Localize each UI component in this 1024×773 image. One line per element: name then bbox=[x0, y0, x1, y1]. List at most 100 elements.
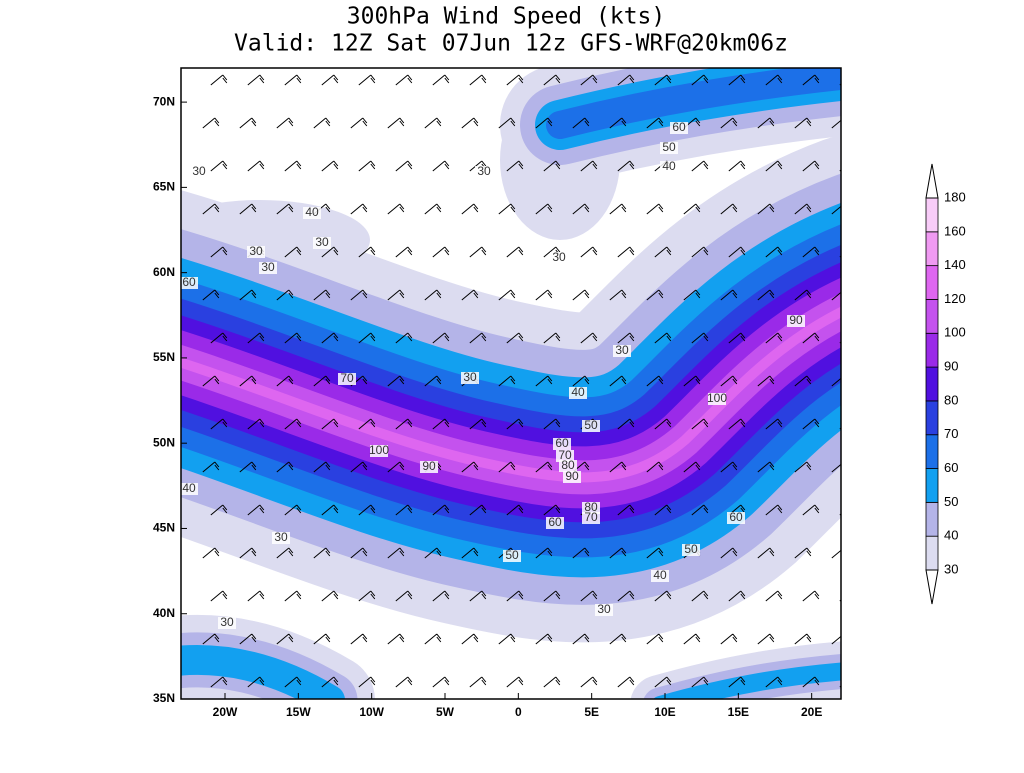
barb bbox=[350, 203, 368, 215]
barb bbox=[321, 160, 339, 172]
barb bbox=[210, 160, 228, 172]
colorbar-cap bbox=[925, 163, 939, 199]
barb bbox=[802, 676, 820, 688]
colorbar-label: 30 bbox=[944, 561, 958, 576]
barb bbox=[202, 633, 220, 645]
barb bbox=[395, 332, 413, 344]
barb bbox=[424, 375, 442, 387]
contour-label-bg bbox=[180, 483, 198, 495]
barb bbox=[646, 289, 664, 301]
contour-label: 70 bbox=[558, 448, 572, 462]
barb bbox=[506, 160, 524, 172]
barb bbox=[609, 289, 627, 301]
barb bbox=[691, 590, 709, 602]
contour-label: 30 bbox=[315, 235, 329, 249]
barb bbox=[276, 117, 294, 129]
contour-label-bg bbox=[247, 246, 265, 258]
barb bbox=[728, 74, 746, 86]
contour-label: 90 bbox=[789, 313, 803, 327]
barb bbox=[202, 289, 220, 301]
colorbar-box bbox=[925, 535, 939, 571]
barb bbox=[831, 463, 841, 473]
barb bbox=[839, 513, 841, 516]
barb bbox=[395, 504, 413, 516]
barb bbox=[543, 676, 561, 688]
barb bbox=[580, 590, 598, 602]
barb bbox=[247, 332, 265, 344]
contour-label-bg bbox=[272, 532, 290, 544]
contour-label: 30 bbox=[597, 602, 611, 616]
contour-label: 40 bbox=[662, 159, 676, 173]
barb bbox=[350, 633, 368, 645]
barb bbox=[350, 547, 368, 559]
barb bbox=[535, 633, 553, 645]
barb bbox=[543, 160, 561, 172]
barb bbox=[831, 205, 841, 215]
barb bbox=[358, 74, 376, 86]
colorbar-label: 40 bbox=[944, 528, 958, 543]
barb bbox=[387, 461, 405, 473]
barb bbox=[276, 203, 294, 215]
barb bbox=[757, 375, 775, 387]
barb bbox=[720, 375, 738, 387]
barb bbox=[432, 74, 450, 86]
barb bbox=[543, 332, 561, 344]
barb bbox=[276, 547, 294, 559]
barb bbox=[646, 461, 664, 473]
colorbar-label: 90 bbox=[944, 359, 958, 374]
barb bbox=[498, 117, 516, 129]
barb bbox=[247, 504, 265, 516]
barb bbox=[210, 590, 228, 602]
barb bbox=[358, 332, 376, 344]
barb bbox=[321, 676, 339, 688]
barb bbox=[313, 375, 331, 387]
barb bbox=[358, 418, 376, 430]
x-tick-label: 10W bbox=[359, 705, 384, 719]
barb bbox=[498, 289, 516, 301]
contour-label: 30 bbox=[274, 530, 288, 544]
contour-label: 30 bbox=[552, 250, 566, 264]
contour-label-bg bbox=[420, 461, 438, 473]
barb bbox=[765, 332, 783, 344]
barb bbox=[580, 74, 598, 86]
barb bbox=[424, 117, 442, 129]
barb bbox=[247, 418, 265, 430]
barb bbox=[617, 418, 635, 430]
barb bbox=[794, 117, 812, 129]
barb bbox=[728, 246, 746, 258]
wind-band bbox=[546, 68, 841, 139]
y-tick-label: 45N bbox=[153, 521, 175, 535]
barb bbox=[683, 461, 701, 473]
barb bbox=[683, 203, 701, 215]
barb bbox=[202, 203, 220, 215]
barb bbox=[387, 203, 405, 215]
colorbar-label: 70 bbox=[944, 426, 958, 441]
barb bbox=[247, 160, 265, 172]
contour-label: 50 bbox=[684, 542, 698, 556]
barb bbox=[831, 119, 841, 129]
barb bbox=[239, 633, 257, 645]
barb bbox=[247, 590, 265, 602]
barb bbox=[461, 203, 479, 215]
barb bbox=[720, 289, 738, 301]
barb bbox=[728, 332, 746, 344]
barb bbox=[535, 203, 553, 215]
title-line: 300hPa Wind Speed (kts) bbox=[347, 4, 666, 30]
contour-label: 40 bbox=[305, 205, 319, 219]
colorbar-box bbox=[925, 299, 939, 334]
colorbar-label: 120 bbox=[944, 291, 966, 306]
colorbar-label: 80 bbox=[944, 392, 958, 407]
barb bbox=[757, 461, 775, 473]
barb bbox=[395, 676, 413, 688]
contour-label-bg bbox=[582, 512, 600, 524]
barb bbox=[794, 203, 812, 215]
barb bbox=[202, 547, 220, 559]
contour-label: 60 bbox=[555, 436, 569, 450]
y-tick-label: 60N bbox=[153, 265, 175, 279]
barb bbox=[802, 160, 820, 172]
barb bbox=[535, 461, 553, 473]
colorbar-label: 60 bbox=[944, 460, 958, 475]
barb bbox=[691, 246, 709, 258]
contour-label-bg bbox=[461, 372, 479, 384]
